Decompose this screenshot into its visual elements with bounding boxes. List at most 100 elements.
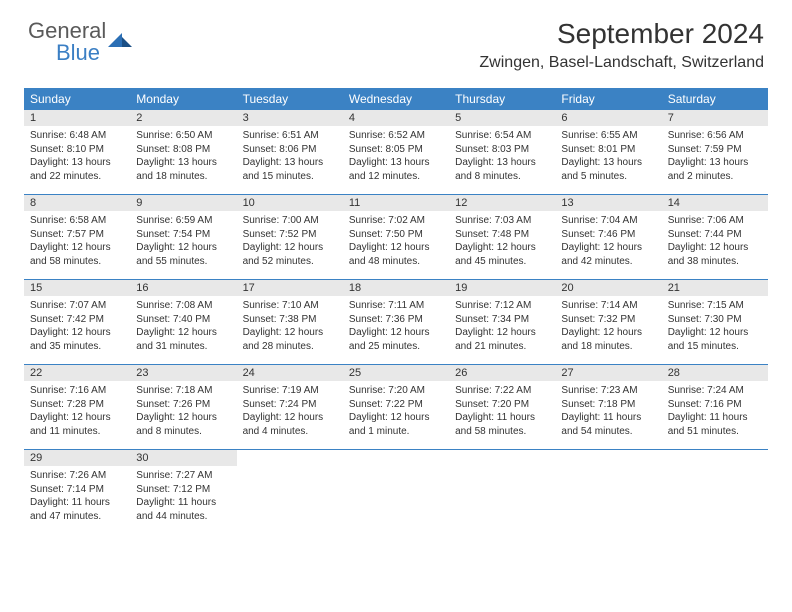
day-cell: 10Sunrise: 7:00 AMSunset: 7:52 PMDayligh… [237, 195, 343, 279]
daylight-line: Daylight: 12 hours and 52 minutes. [243, 241, 337, 268]
day-cell: 4Sunrise: 6:52 AMSunset: 8:05 PMDaylight… [343, 110, 449, 194]
sunrise-line: Sunrise: 6:52 AM [349, 129, 443, 143]
day-number: 11 [343, 195, 449, 211]
day-number [237, 450, 343, 454]
week-row: 1Sunrise: 6:48 AMSunset: 8:10 PMDaylight… [24, 110, 768, 195]
brand-name-b: Blue [56, 40, 106, 66]
sunrise-line: Sunrise: 6:54 AM [455, 129, 549, 143]
daylight-line: Daylight: 12 hours and 55 minutes. [136, 241, 230, 268]
day-number: 7 [662, 110, 768, 126]
sunset-line: Sunset: 7:30 PM [668, 313, 762, 327]
day-number [343, 450, 449, 454]
sunset-line: Sunset: 8:03 PM [455, 143, 549, 157]
day-number: 10 [237, 195, 343, 211]
week-row: 29Sunrise: 7:26 AMSunset: 7:14 PMDayligh… [24, 450, 768, 534]
daylight-line: Daylight: 11 hours and 58 minutes. [455, 411, 549, 438]
brand-mark-icon [108, 33, 132, 51]
sunset-line: Sunset: 7:42 PM [30, 313, 124, 327]
day-cell: 24Sunrise: 7:19 AMSunset: 7:24 PMDayligh… [237, 365, 343, 449]
day-body: Sunrise: 6:51 AMSunset: 8:06 PMDaylight:… [237, 126, 343, 189]
daylight-line: Daylight: 12 hours and 35 minutes. [30, 326, 124, 353]
sunrise-line: Sunrise: 6:51 AM [243, 129, 337, 143]
sunrise-line: Sunrise: 7:04 AM [561, 214, 655, 228]
daylight-line: Daylight: 12 hours and 1 minute. [349, 411, 443, 438]
sunset-line: Sunset: 7:38 PM [243, 313, 337, 327]
day-body: Sunrise: 7:10 AMSunset: 7:38 PMDaylight:… [237, 296, 343, 359]
day-body: Sunrise: 7:16 AMSunset: 7:28 PMDaylight:… [24, 381, 130, 444]
day-cell: 20Sunrise: 7:14 AMSunset: 7:32 PMDayligh… [555, 280, 661, 364]
day-cell [555, 450, 661, 534]
dow-friday: Friday [555, 88, 661, 110]
sunrise-line: Sunrise: 6:48 AM [30, 129, 124, 143]
daylight-line: Daylight: 12 hours and 58 minutes. [30, 241, 124, 268]
day-number: 16 [130, 280, 236, 296]
day-body: Sunrise: 7:00 AMSunset: 7:52 PMDaylight:… [237, 211, 343, 274]
daylight-line: Daylight: 13 hours and 8 minutes. [455, 156, 549, 183]
day-cell: 3Sunrise: 6:51 AMSunset: 8:06 PMDaylight… [237, 110, 343, 194]
sunset-line: Sunset: 7:24 PM [243, 398, 337, 412]
day-number: 15 [24, 280, 130, 296]
week-row: 15Sunrise: 7:07 AMSunset: 7:42 PMDayligh… [24, 280, 768, 365]
day-cell: 30Sunrise: 7:27 AMSunset: 7:12 PMDayligh… [130, 450, 236, 534]
day-body: Sunrise: 6:52 AMSunset: 8:05 PMDaylight:… [343, 126, 449, 189]
day-body: Sunrise: 6:54 AMSunset: 8:03 PMDaylight:… [449, 126, 555, 189]
daylight-line: Daylight: 11 hours and 44 minutes. [136, 496, 230, 523]
sunset-line: Sunset: 8:06 PM [243, 143, 337, 157]
sunset-line: Sunset: 8:08 PM [136, 143, 230, 157]
daylight-line: Daylight: 11 hours and 51 minutes. [668, 411, 762, 438]
day-number: 14 [662, 195, 768, 211]
day-cell: 19Sunrise: 7:12 AMSunset: 7:34 PMDayligh… [449, 280, 555, 364]
sunrise-line: Sunrise: 7:12 AM [455, 299, 549, 313]
dow-sunday: Sunday [24, 88, 130, 110]
day-cell: 2Sunrise: 6:50 AMSunset: 8:08 PMDaylight… [130, 110, 236, 194]
day-body: Sunrise: 7:08 AMSunset: 7:40 PMDaylight:… [130, 296, 236, 359]
dow-row: Sunday Monday Tuesday Wednesday Thursday… [24, 88, 768, 110]
day-number: 3 [237, 110, 343, 126]
sunrise-line: Sunrise: 7:08 AM [136, 299, 230, 313]
day-body: Sunrise: 7:07 AMSunset: 7:42 PMDaylight:… [24, 296, 130, 359]
sunrise-line: Sunrise: 7:22 AM [455, 384, 549, 398]
day-number: 5 [449, 110, 555, 126]
sunset-line: Sunset: 7:50 PM [349, 228, 443, 242]
sunrise-line: Sunrise: 6:58 AM [30, 214, 124, 228]
dow-tuesday: Tuesday [237, 88, 343, 110]
daylight-line: Daylight: 11 hours and 47 minutes. [30, 496, 124, 523]
sunset-line: Sunset: 7:22 PM [349, 398, 443, 412]
daylight-line: Daylight: 12 hours and 42 minutes. [561, 241, 655, 268]
day-body: Sunrise: 7:03 AMSunset: 7:48 PMDaylight:… [449, 211, 555, 274]
day-body: Sunrise: 7:19 AMSunset: 7:24 PMDaylight:… [237, 381, 343, 444]
sunrise-line: Sunrise: 7:03 AM [455, 214, 549, 228]
daylight-line: Daylight: 12 hours and 18 minutes. [561, 326, 655, 353]
sunrise-line: Sunrise: 7:11 AM [349, 299, 443, 313]
day-body: Sunrise: 7:02 AMSunset: 7:50 PMDaylight:… [343, 211, 449, 274]
dow-monday: Monday [130, 88, 236, 110]
day-cell: 17Sunrise: 7:10 AMSunset: 7:38 PMDayligh… [237, 280, 343, 364]
sunset-line: Sunset: 7:40 PM [136, 313, 230, 327]
dow-wednesday: Wednesday [343, 88, 449, 110]
dow-saturday: Saturday [662, 88, 768, 110]
sunrise-line: Sunrise: 7:10 AM [243, 299, 337, 313]
sunset-line: Sunset: 8:10 PM [30, 143, 124, 157]
day-number: 6 [555, 110, 661, 126]
sunrise-line: Sunrise: 7:26 AM [30, 469, 124, 483]
sunrise-line: Sunrise: 6:59 AM [136, 214, 230, 228]
sunset-line: Sunset: 7:59 PM [668, 143, 762, 157]
day-cell: 28Sunrise: 7:24 AMSunset: 7:16 PMDayligh… [662, 365, 768, 449]
day-number: 4 [343, 110, 449, 126]
day-body: Sunrise: 7:04 AMSunset: 7:46 PMDaylight:… [555, 211, 661, 274]
day-cell: 5Sunrise: 6:54 AMSunset: 8:03 PMDaylight… [449, 110, 555, 194]
day-body: Sunrise: 7:23 AMSunset: 7:18 PMDaylight:… [555, 381, 661, 444]
calendar: Sunday Monday Tuesday Wednesday Thursday… [24, 88, 768, 534]
day-number: 25 [343, 365, 449, 381]
sunrise-line: Sunrise: 7:24 AM [668, 384, 762, 398]
sunrise-line: Sunrise: 6:50 AM [136, 129, 230, 143]
sunset-line: Sunset: 7:20 PM [455, 398, 549, 412]
day-cell: 18Sunrise: 7:11 AMSunset: 7:36 PMDayligh… [343, 280, 449, 364]
day-number: 13 [555, 195, 661, 211]
day-body: Sunrise: 7:22 AMSunset: 7:20 PMDaylight:… [449, 381, 555, 444]
day-number: 17 [237, 280, 343, 296]
day-cell: 7Sunrise: 6:56 AMSunset: 7:59 PMDaylight… [662, 110, 768, 194]
sunset-line: Sunset: 7:44 PM [668, 228, 762, 242]
sunset-line: Sunset: 7:12 PM [136, 483, 230, 497]
daylight-line: Daylight: 12 hours and 8 minutes. [136, 411, 230, 438]
